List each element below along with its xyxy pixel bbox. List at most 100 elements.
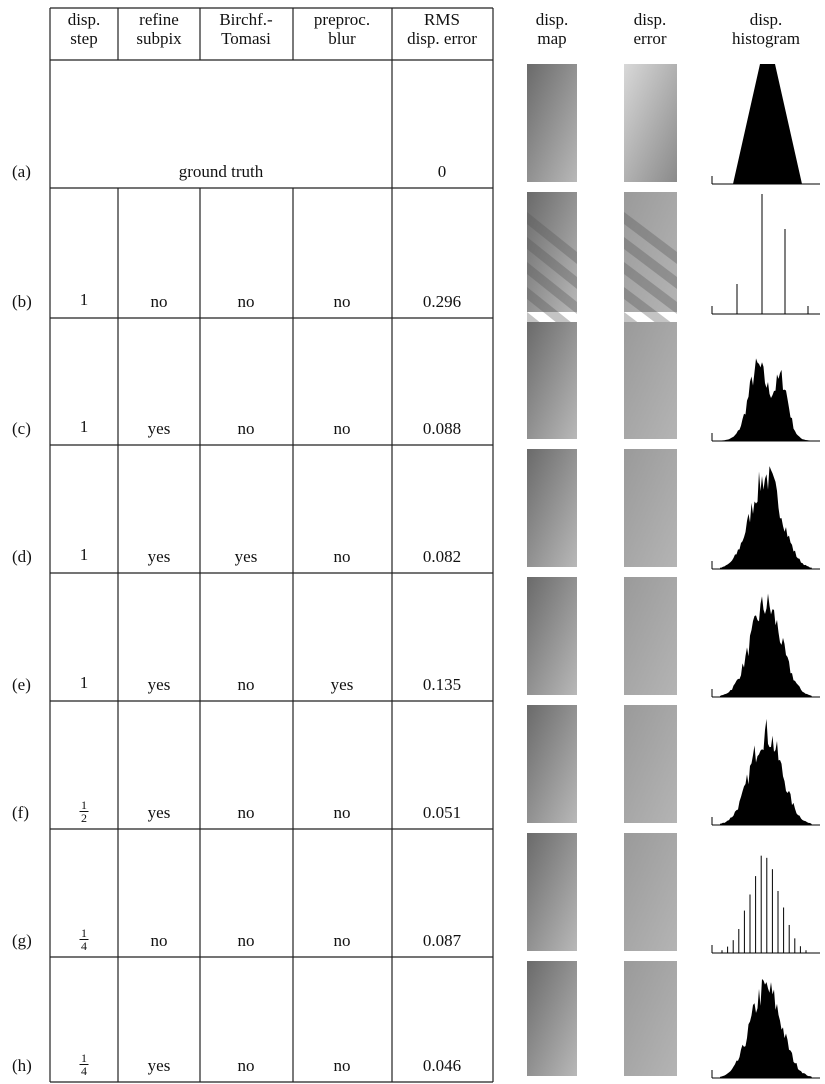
numerator: 1	[81, 1051, 87, 1065]
rms-cell: 0.082	[422, 547, 462, 566]
rms-error: 0	[437, 162, 447, 181]
rms-cell: 0.087	[422, 931, 462, 950]
rms-cell: 0.046	[422, 1056, 462, 1075]
row-label: (b)	[12, 292, 32, 311]
bt-cell: no	[237, 1056, 255, 1075]
blur-cell: no	[333, 931, 351, 950]
fraction-bar	[79, 1064, 89, 1065]
column-header: refine	[139, 10, 179, 29]
subpix-cell: yes	[147, 675, 171, 694]
rms-cell: 0.296	[422, 292, 462, 311]
column-header: map	[537, 29, 567, 48]
disp-map	[527, 833, 577, 951]
row-label: (g)	[12, 931, 32, 950]
bt-cell: no	[237, 292, 255, 311]
subpix-cell: no	[150, 931, 168, 950]
blur-cell: no	[333, 1056, 351, 1075]
column-header: step	[70, 29, 98, 48]
row-label: (d)	[12, 547, 32, 566]
numerator: 1	[81, 798, 87, 812]
subpix-cell: yes	[147, 1056, 171, 1075]
step-cell: 1	[79, 290, 89, 309]
ground-truth: ground truth	[178, 162, 264, 181]
column-header: subpix	[136, 29, 182, 48]
rms-cell: 0.051	[422, 803, 462, 822]
stripe	[527, 262, 577, 314]
disp-error-image	[624, 64, 677, 182]
histogram	[720, 593, 812, 697]
stripe	[527, 237, 577, 289]
fraction-bar	[79, 811, 89, 812]
numerator: 1	[81, 926, 87, 940]
disp-map	[527, 577, 577, 695]
column-header: disp.	[749, 10, 783, 29]
disp-error-image	[624, 322, 677, 439]
column-header: disp.	[633, 10, 667, 29]
step-cell: 1	[79, 545, 89, 564]
column-header: RMS	[424, 10, 460, 29]
column-header: Tomasi	[221, 29, 271, 48]
disp-map	[527, 192, 577, 312]
blur-cell: no	[333, 803, 351, 822]
disp-error-image	[624, 577, 677, 695]
column-header: disp.	[67, 10, 101, 29]
column-header: Birchf.-	[219, 10, 273, 29]
disp-map	[527, 449, 577, 567]
blur-cell: yes	[330, 675, 354, 694]
rms-cell: 0.088	[422, 419, 462, 438]
column-header: error	[633, 29, 667, 48]
column-header: preproc.	[313, 10, 371, 29]
column-header: histogram	[732, 29, 800, 48]
blur-cell: no	[333, 547, 351, 566]
stripe	[527, 212, 577, 264]
blur-cell: no	[333, 419, 351, 438]
denominator: 2	[81, 811, 87, 825]
column-header: disp.	[535, 10, 569, 29]
row-label: (h)	[12, 1056, 32, 1075]
row-label: (f)	[12, 803, 29, 822]
histogram	[720, 718, 812, 825]
row-label: (a)	[12, 162, 31, 181]
disp-map	[527, 322, 577, 439]
column-header: disp. error	[407, 29, 477, 48]
histogram	[720, 978, 812, 1078]
column-header: blur	[328, 29, 356, 48]
denominator: 4	[81, 939, 87, 953]
stripe	[624, 212, 677, 264]
bt-cell: yes	[234, 547, 258, 566]
subpix-cell: yes	[147, 547, 171, 566]
bt-cell: no	[237, 803, 255, 822]
step-cell: 1	[79, 417, 89, 436]
histogram	[733, 64, 802, 184]
subpix-cell: yes	[147, 419, 171, 438]
step-cell: 1	[79, 673, 89, 692]
denominator: 4	[81, 1064, 87, 1078]
bt-cell: no	[237, 675, 255, 694]
histogram	[720, 358, 812, 441]
subpix-cell: no	[150, 292, 168, 311]
bt-cell: no	[237, 419, 255, 438]
row-label: (e)	[12, 675, 31, 694]
disp-map	[527, 64, 577, 182]
disp-map	[527, 961, 577, 1076]
fraction-bar	[79, 939, 89, 940]
blur-cell: no	[333, 292, 351, 311]
disp-error-image	[624, 833, 677, 951]
histogram	[720, 466, 812, 569]
rms-cell: 0.135	[422, 675, 462, 694]
disp-error-image	[624, 705, 677, 823]
stripe	[624, 262, 677, 314]
disp-map	[527, 705, 577, 823]
bt-cell: no	[237, 931, 255, 950]
subpix-cell: yes	[147, 803, 171, 822]
row-label: (c)	[12, 419, 31, 438]
stripe	[624, 237, 677, 289]
disp-error-image	[624, 192, 677, 312]
disp-error-image	[624, 449, 677, 567]
disp-error-image	[624, 961, 677, 1076]
